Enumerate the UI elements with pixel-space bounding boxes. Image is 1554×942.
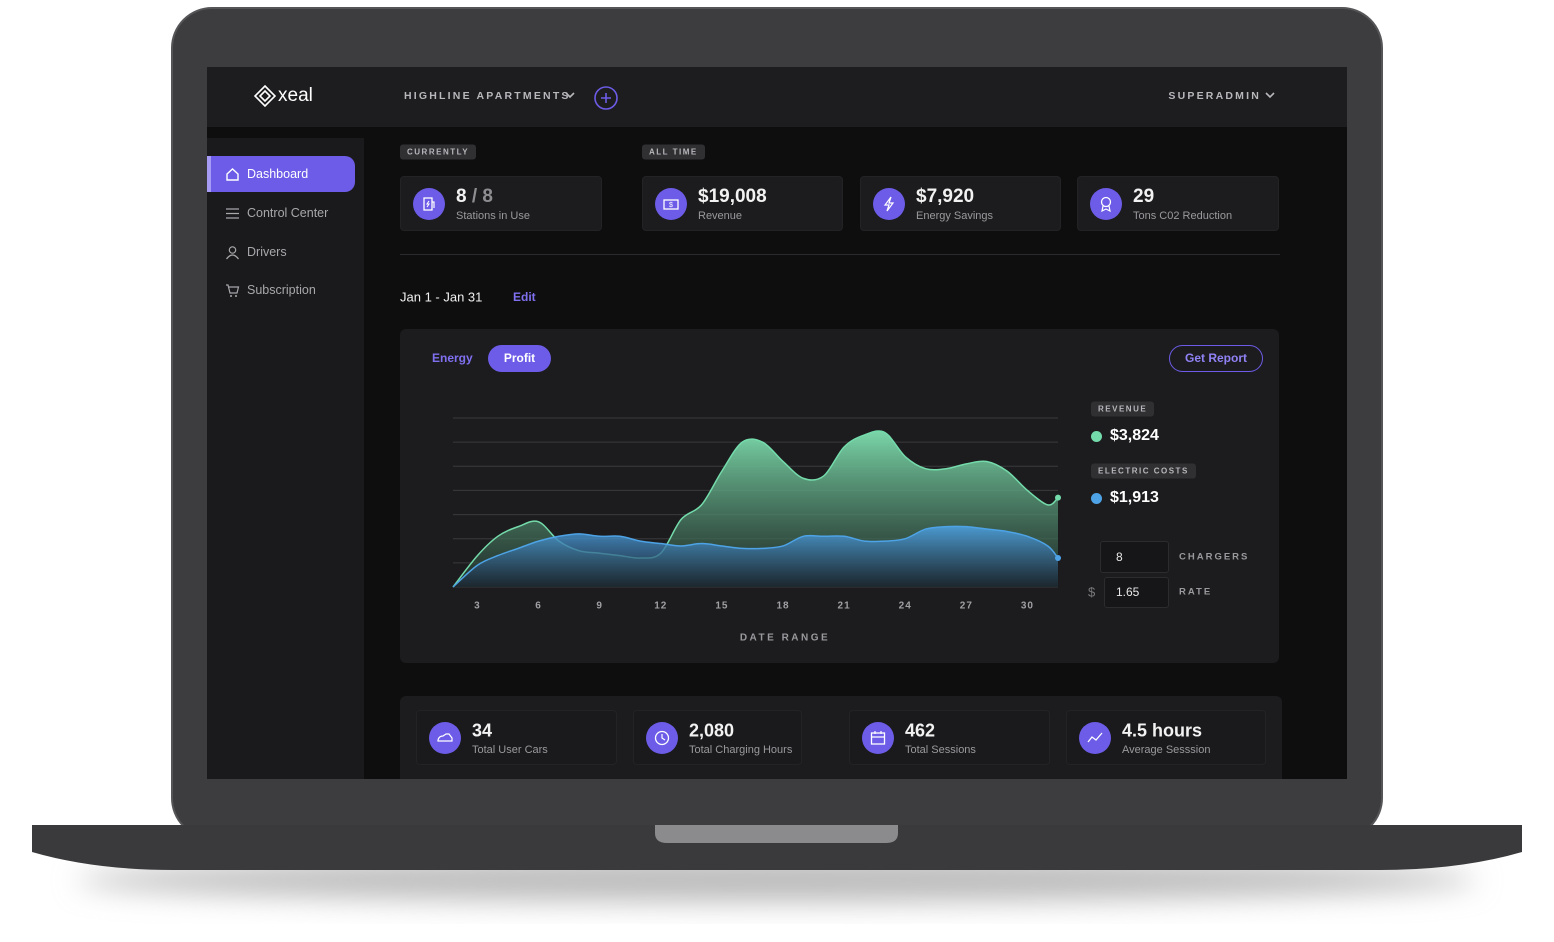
area-line	[452, 525, 1059, 588]
stat-value: 2,080	[689, 720, 735, 741]
x-axis-label: DATE RANGE	[740, 633, 830, 644]
stat-value: $19,008	[698, 186, 767, 207]
stat-value: 8 / 8	[456, 186, 493, 208]
stat-label: Total Charging Hours	[689, 744, 793, 756]
x-tick-label: 21	[838, 601, 851, 612]
stat-icon	[873, 187, 905, 220]
edit-link[interactable]: Edit	[513, 290, 536, 304]
stat-card: 34 Total User Cars	[416, 710, 617, 765]
stat-label: Stations in Use	[456, 210, 530, 222]
tab[interactable]: Energy	[432, 351, 473, 365]
stat-value: 29	[1133, 186, 1155, 207]
svg-text:$: $	[669, 201, 673, 208]
chevron	[1265, 92, 1275, 99]
stat-value: 462	[905, 720, 936, 741]
input-value[interactable]: 1.65	[1116, 585, 1140, 599]
x-tick-label: 3	[474, 601, 481, 612]
stat-icon: $	[655, 187, 687, 220]
area-fill	[453, 526, 1058, 587]
input-label: RATE	[1179, 586, 1213, 598]
stat-card: 4.5 hours Average Sesssion	[1066, 710, 1266, 765]
input-prefix: $	[1088, 584, 1096, 600]
chart: 3 6 9 12 15 18 21 24 27 30 DATE RANGE	[452, 417, 1061, 644]
input-label: CHARGERS	[1179, 551, 1250, 563]
input-box[interactable]	[1100, 541, 1169, 573]
chevron	[565, 92, 575, 99]
stat-card: 462 Total Sessions	[849, 710, 1050, 765]
stat-card: 2,080 Total Charging Hours	[633, 710, 802, 765]
x-tick-label: 18	[776, 601, 789, 612]
end-point	[1055, 494, 1061, 501]
nav-item[interactable]: Subscription	[247, 283, 316, 297]
nav-icon	[226, 246, 239, 260]
input-value[interactable]: 8	[1116, 550, 1123, 564]
x-tick-label: 9	[596, 601, 603, 612]
logo-text[interactable]: xeal	[278, 85, 313, 106]
legend-dot	[1091, 431, 1102, 442]
legend-value: $1,913	[1110, 489, 1159, 506]
legend-tag: REVENUE	[1091, 401, 1155, 417]
tab-active[interactable]: Profit	[488, 345, 551, 372]
stat-value: 34	[472, 720, 493, 741]
stat-label: Total Sessions	[905, 744, 976, 756]
stat-total: / 8	[471, 186, 493, 207]
stat-value: 4.5 hours	[1122, 720, 1203, 741]
end-point	[1055, 555, 1061, 562]
nav-indicator	[207, 156, 211, 192]
tag: ALL TIME	[642, 144, 705, 160]
nav-item[interactable]: Dashboard	[247, 167, 309, 181]
stat-card: 29 Tons C02 Reduction	[1077, 176, 1279, 231]
stat-label: Total User Cars	[472, 744, 548, 756]
legend-tag: ELECTRIC COSTS	[1091, 463, 1196, 479]
logo-icon	[254, 85, 276, 107]
x-tick-label: 30	[1021, 601, 1034, 612]
top-bar	[207, 67, 1347, 127]
stat-card: $ $19,008 Revenue	[642, 176, 843, 231]
x-tick-label: 12	[654, 601, 667, 612]
nav-item[interactable]: Control Center	[247, 206, 329, 220]
laptop-base	[32, 825, 1522, 870]
stat-card: 8 / 8 Stations in Use	[400, 176, 602, 231]
stat-icon	[1079, 721, 1111, 754]
stat-label: Average Sesssion	[1122, 744, 1211, 756]
stat-card: $7,920 Energy Savings	[860, 176, 1061, 231]
stat-icon	[646, 721, 678, 754]
x-tick-label: 27	[960, 601, 973, 612]
sidebar	[207, 138, 364, 779]
x-tick-label: 6	[535, 601, 542, 612]
add-button[interactable]	[593, 85, 619, 111]
legend-value: $3,824	[1110, 427, 1159, 444]
report-button[interactable]: Get Report	[1169, 345, 1263, 372]
stat-icon	[1090, 187, 1122, 220]
legend-dot	[1091, 493, 1102, 504]
stat-icon	[413, 187, 445, 220]
x-tick-label: 24	[899, 601, 912, 612]
x-tick-label: 15	[715, 601, 728, 612]
screen: xeal HIGHLINE APARTMENTS SUPERADMIN Dash…	[207, 67, 1347, 779]
stat-icon	[862, 721, 894, 754]
nav-active	[207, 156, 355, 192]
stat-value: 8	[456, 186, 467, 207]
stat-icon	[429, 721, 461, 754]
property-selector[interactable]: HIGHLINE APARTMENTS	[404, 90, 571, 102]
date-range: Jan 1 - Jan 31	[400, 289, 483, 305]
input-box[interactable]	[1104, 577, 1169, 608]
stat-label: Energy Savings	[916, 210, 994, 222]
nav-icon	[226, 284, 240, 297]
stat-value: $7,920	[916, 186, 975, 207]
stat-label: Tons C02 Reduction	[1133, 210, 1233, 222]
user-menu[interactable]: SUPERADMIN	[1168, 90, 1261, 102]
nav-icon	[226, 168, 239, 181]
stat-label: Revenue	[698, 210, 743, 222]
nav-icon	[226, 208, 239, 219]
laptop-notch	[655, 825, 898, 843]
tag: CURRENTLY	[400, 144, 477, 160]
nav-item[interactable]: Drivers	[247, 245, 287, 259]
divider	[400, 254, 1280, 255]
